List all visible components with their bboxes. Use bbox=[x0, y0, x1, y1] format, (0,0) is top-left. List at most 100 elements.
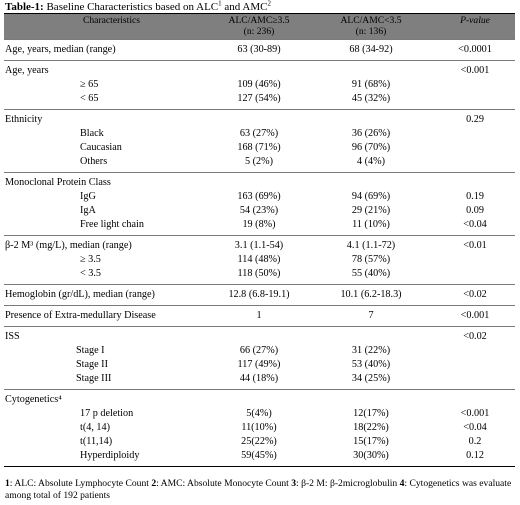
cell-low-ratio: 31 (22%) bbox=[351, 345, 391, 356]
table-row: 17 p deletion 5(4%) 12(17%) <0.001 bbox=[4, 407, 515, 421]
row-label: t(4, 14) bbox=[80, 422, 110, 433]
row-label: β-2 M³ (mg/L), median (range) bbox=[5, 240, 132, 251]
cell-low-ratio: 29 (21%) bbox=[351, 205, 391, 216]
cell-pvalue: <0.04 bbox=[463, 219, 487, 230]
cell-high-ratio: 3.1 (1.1-54) bbox=[234, 240, 284, 251]
cell-high-ratio: 118 (50%) bbox=[237, 268, 281, 279]
cell-low-ratio: 18(22%) bbox=[353, 422, 389, 433]
cell-low-ratio: 4 (4%) bbox=[356, 156, 385, 167]
row-label: Free light chain bbox=[80, 219, 144, 230]
footnote-number-1: 1 bbox=[5, 478, 10, 489]
row-label: 17 p deletion bbox=[80, 408, 134, 419]
cell-high-ratio: 163 (69%) bbox=[237, 191, 281, 202]
cell-low-ratio: 78 (57%) bbox=[351, 254, 391, 265]
row-label: IgG bbox=[80, 191, 96, 202]
row-label: Age, years bbox=[5, 65, 49, 76]
row-label: Hemoglobin (gr/dL), median (range) bbox=[5, 289, 155, 300]
row-label: Stage II bbox=[76, 359, 108, 370]
cell-high-ratio: 12.8 (6.8-19.1) bbox=[228, 289, 290, 300]
footnote-cytogenetics: : Cytogenetics was evaluate among total … bbox=[5, 478, 512, 501]
header-group1-n: (n: 236) bbox=[243, 26, 275, 37]
cell-pvalue: 0.09 bbox=[466, 205, 484, 216]
table-row: Stage III 44 (18%) 34 (25%) bbox=[4, 372, 515, 386]
table-row: Hyperdiploidy 59(45%) 30(30%) 0.12 bbox=[4, 449, 515, 463]
table-row: Stage II 117 (49%) 53 (40%) bbox=[4, 358, 515, 372]
row-label: < 65 bbox=[80, 93, 99, 104]
cell-low-ratio: 55 (40%) bbox=[351, 268, 391, 279]
cell-low-ratio: 10.1 (6.2-18.3) bbox=[340, 289, 402, 300]
table-row: < 65 127 (54%) 45 (32%) bbox=[4, 92, 515, 106]
caption-sup-1: 1 bbox=[218, 0, 222, 8]
cell-high-ratio: 109 (46%) bbox=[237, 79, 281, 90]
cell-high-ratio: 127 (54%) bbox=[237, 93, 281, 104]
cell-high-ratio: 1 bbox=[256, 310, 262, 321]
cell-low-ratio: 45 (32%) bbox=[351, 93, 391, 104]
table-section: ISS <0.02 Stage I 66 (27%) 31 (22%) Stage II 1… bbox=[4, 326, 515, 389]
cell-high-ratio: 66 (27%) bbox=[239, 345, 279, 356]
footnote-b2m: : β-2 M: β-2microglobulin bbox=[296, 478, 400, 489]
header-group2-n: (n: 136) bbox=[355, 26, 387, 37]
cell-low-ratio: 96 (70%) bbox=[351, 142, 391, 153]
cell-low-ratio: 7 bbox=[368, 310, 374, 321]
cell-pvalue: <0.01 bbox=[463, 240, 487, 251]
row-label: < 3.5 bbox=[80, 268, 102, 279]
table-row: Presence of Extra-medullary Disease 1 7 <0.… bbox=[4, 309, 515, 323]
table-row: Monoclonal Protein Class bbox=[4, 176, 515, 190]
table-section: Hemoglobin (gr/dL), median (range) 12.8 (… bbox=[4, 284, 515, 305]
table-section: Presence of Extra-medullary Disease 1 7 <0.… bbox=[4, 305, 515, 326]
table-row: Others 5 (2%) 4 (4%) bbox=[4, 155, 515, 169]
cell-pvalue: 0.19 bbox=[466, 191, 484, 202]
caption-and: and AMC bbox=[221, 1, 268, 13]
header-characteristics: Characteristics bbox=[82, 15, 140, 26]
table-row: ISS <0.02 bbox=[4, 330, 515, 344]
row-label: Monoclonal Protein Class bbox=[5, 177, 111, 188]
cell-low-ratio: 91 (68%) bbox=[351, 79, 391, 90]
table-row: Stage I 66 (27%) 31 (22%) bbox=[4, 344, 515, 358]
table-row: t(4, 14) 11(10%) 18(22%) <0.04 bbox=[4, 421, 515, 435]
table-row: Ethnicity 0.29 bbox=[4, 113, 515, 127]
table-caption: Table-1: Baseline Characteristics based … bbox=[5, 0, 271, 14]
footnote-number-3: 3 bbox=[291, 478, 297, 489]
table-row: IgA 54 (23%) 29 (21%) 0.09 bbox=[4, 204, 515, 218]
cell-high-ratio: 168 (71%) bbox=[237, 142, 281, 153]
table-row: ≥ 3.5 114 (48%) 78 (57%) bbox=[4, 253, 515, 267]
cell-high-ratio: 63 (27%) bbox=[239, 128, 279, 139]
cell-low-ratio: 53 (40%) bbox=[351, 359, 391, 370]
cell-high-ratio: 117 (49%) bbox=[237, 359, 281, 370]
cell-low-ratio: 30(30%) bbox=[353, 450, 389, 461]
table-body: Age, years, median (range) 63 (30-89) 68 (… bbox=[4, 39, 515, 466]
footnote-number-2: 2 bbox=[151, 478, 157, 489]
table-section: Ethnicity 0.29 Black 63 (27%) 36 (26%) Caucas… bbox=[4, 109, 515, 172]
cell-pvalue: <0.02 bbox=[463, 331, 487, 342]
table-label: Table-1: bbox=[5, 1, 44, 13]
table-section: β-2 M³ (mg/L), median (range) 3.1 (1.1-54… bbox=[4, 235, 515, 284]
cell-high-ratio: 114 (48%) bbox=[237, 254, 281, 265]
cell-high-ratio: 19 (8%) bbox=[242, 219, 276, 230]
table-row: Age, years, median (range) 63 (30-89) 68 (… bbox=[4, 43, 515, 57]
table-section: Age, years <0.001 ≥ 65 109 (46%) 91 (68%) < 6… bbox=[4, 60, 515, 109]
header-group1-label: ALC/AMC≥3.5 bbox=[228, 15, 290, 26]
table-row: ≥ 65 109 (46%) 91 (68%) bbox=[4, 78, 515, 92]
row-label: Others bbox=[80, 156, 108, 167]
table-row: Hemoglobin (gr/dL), median (range) 12.8 (… bbox=[4, 288, 515, 302]
table-section: Monoclonal Protein Class IgG 163 (69%) 94 (… bbox=[4, 172, 515, 235]
table-row: Black 63 (27%) 36 (26%) bbox=[4, 127, 515, 141]
cell-low-ratio: 11 (10%) bbox=[352, 219, 390, 230]
cell-low-ratio: 15(17%) bbox=[353, 436, 389, 447]
row-label: t(11,14) bbox=[80, 436, 113, 447]
table-row: IgG 163 (69%) 94 (69%) 0.19 bbox=[4, 190, 515, 204]
caption-text: Baseline Characteristics based on ALC bbox=[43, 1, 219, 13]
cell-low-ratio: 4.1 (1.1-72) bbox=[346, 240, 396, 251]
cell-pvalue: <0.0001 bbox=[458, 44, 492, 55]
table-row: β-2 M³ (mg/L), median (range) 3.1 (1.1-54… bbox=[4, 239, 515, 253]
cell-pvalue: 0.29 bbox=[466, 114, 484, 125]
cell-high-ratio: 5(4%) bbox=[246, 408, 272, 419]
cell-high-ratio: 59(45%) bbox=[241, 450, 277, 461]
table-row: < 3.5 118 (50%) 55 (40%) bbox=[4, 267, 515, 281]
table-footnote: 1: ALC: Absolute Lymphocyte Count 2: AMC… bbox=[5, 478, 520, 502]
table-row: t(11,14) 25(22%) 15(17%) 0.2 bbox=[4, 435, 515, 449]
footnote-alc: : ALC: Absolute Lymphocyte Count bbox=[9, 478, 152, 489]
header-pvalue: P-value bbox=[460, 15, 490, 26]
footnote-amc: : AMC: Absolute Monocyte Count bbox=[156, 478, 292, 489]
row-label: IgA bbox=[80, 205, 96, 216]
